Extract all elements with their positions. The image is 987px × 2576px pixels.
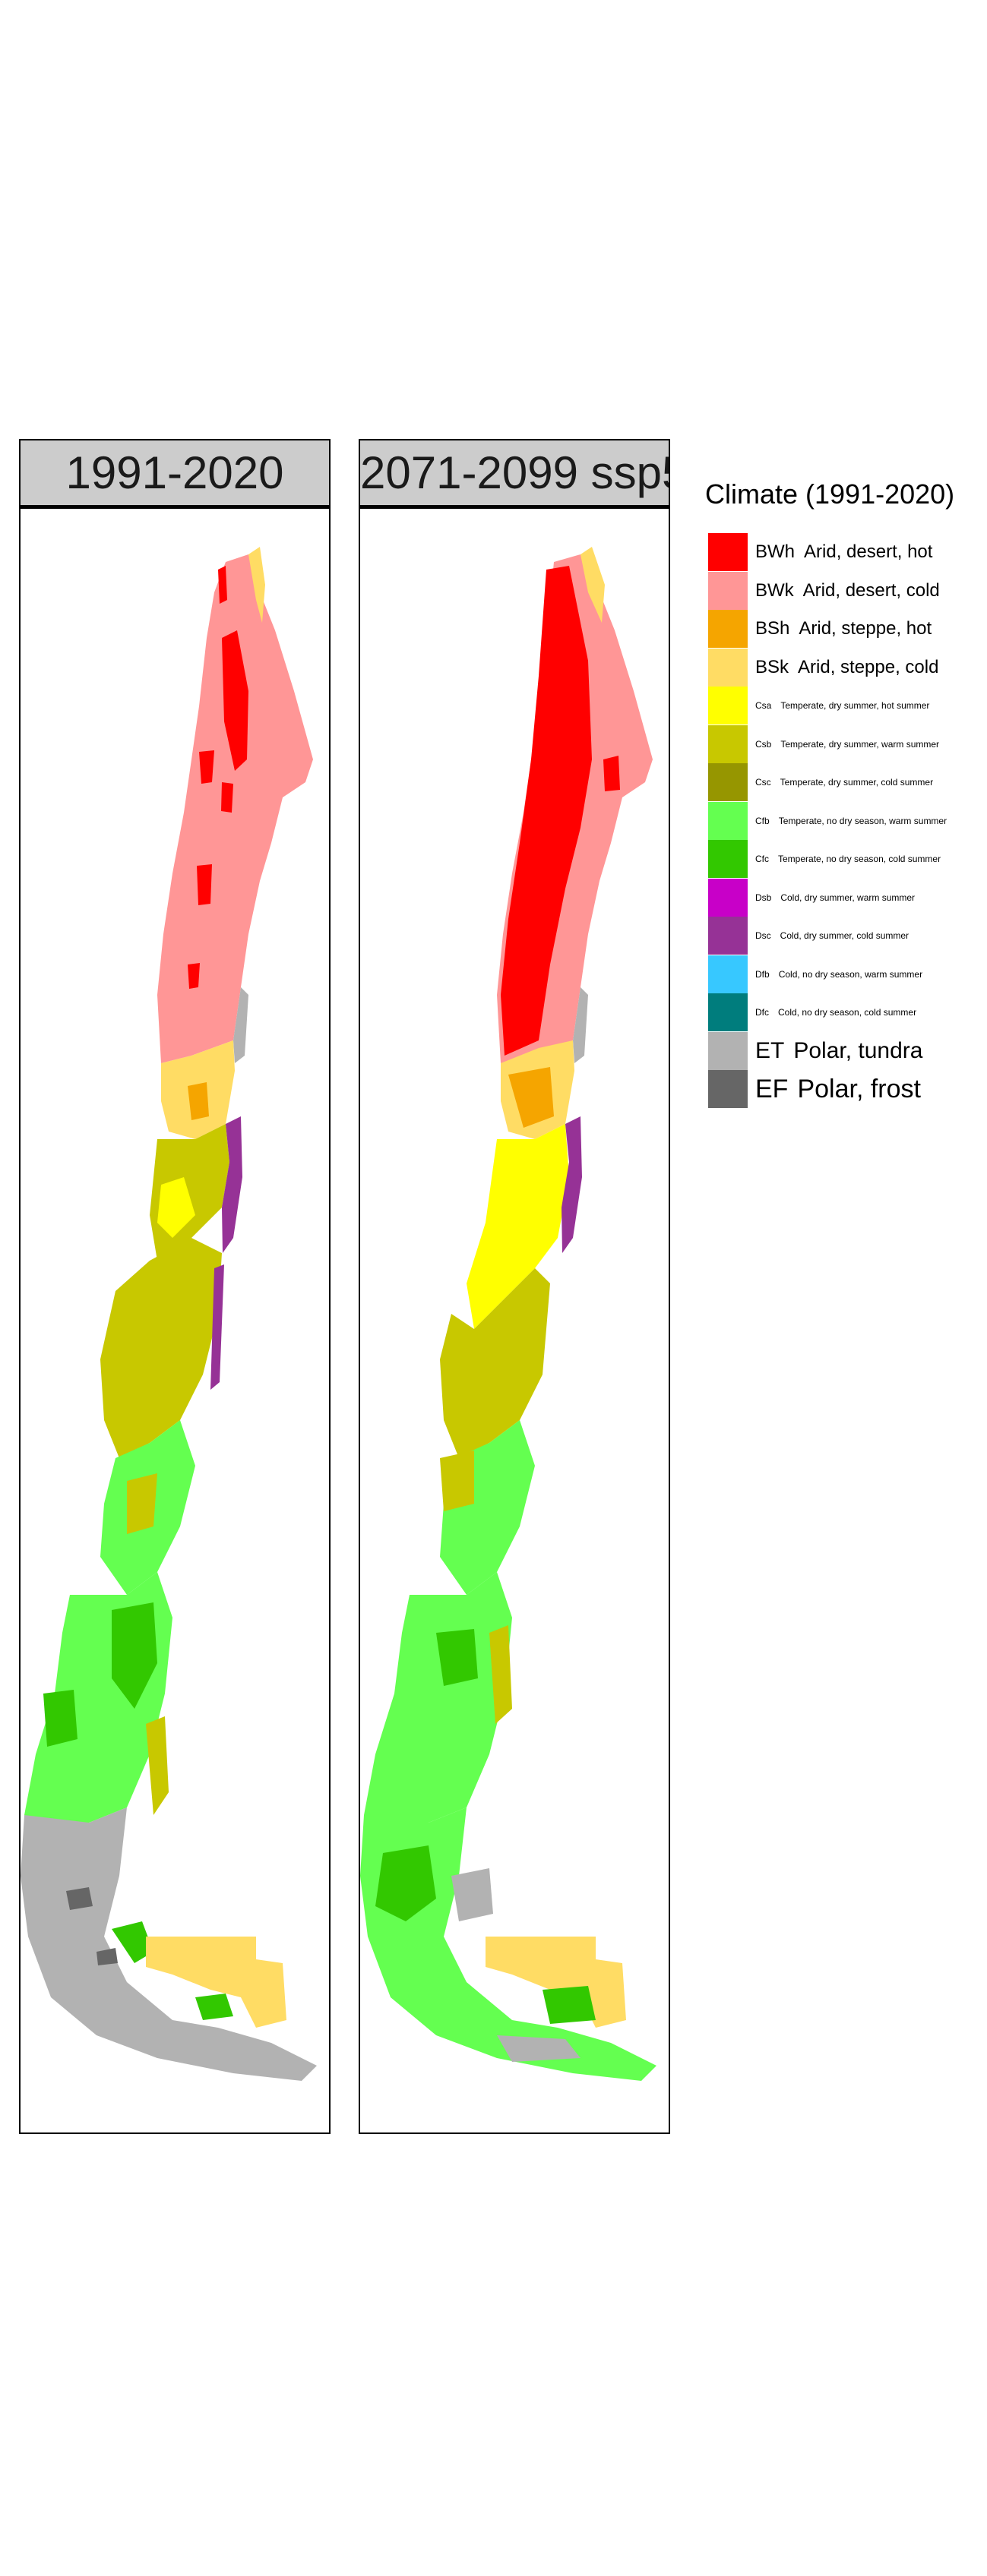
legend-code: BSk [755, 656, 789, 677]
legend-swatch [708, 917, 748, 955]
legend-label: Temperate, dry summer, cold summer [780, 777, 934, 788]
legend: Climate (1991-2020) BWh Arid, desert, hot… [705, 478, 979, 1108]
legend-label: Arid, steppe, hot [799, 618, 932, 639]
legend-swatch [708, 801, 748, 840]
legend-swatch [708, 724, 748, 763]
legend-label: Polar, tundra [793, 1037, 923, 1063]
legend-code: Dfc [755, 1007, 769, 1018]
legend-swatch [708, 610, 748, 648]
legend-swatch [708, 533, 748, 571]
legend-label: Temperate, no dry season, cold summer [778, 854, 941, 864]
legend-label: Temperate, dry summer, warm summer [780, 738, 940, 750]
legend-code: BWk [755, 579, 794, 601]
legend-item-bsh: BSh Arid, steppe, hot [708, 610, 932, 648]
legend-code: Cfb [755, 815, 770, 826]
legend-code: EF [755, 1074, 789, 1103]
panel-title: 1991-2020 [65, 447, 284, 498]
map-frame [19, 507, 331, 2134]
legend-item-bsk: BSk Arid, steppe, cold [708, 648, 939, 687]
legend-label: Cold, no dry season, cold summer [778, 1007, 917, 1018]
legend-item-dsc: Dsc Cold, dry summer, cold summer [708, 917, 909, 955]
legend-code: Csa [755, 700, 772, 711]
legend-item-csb: Csb Temperate, dry summer, warm summer [708, 724, 940, 763]
legend-label: Cold, dry summer, warm summer [780, 892, 916, 903]
legend-label: Cold, no dry season, warm summer [778, 968, 923, 980]
legend-swatch [708, 993, 748, 1031]
legend-item-ef: EF Polar, frost [708, 1070, 921, 1108]
legend-item-cfc: Cfc Temperate, no dry season, cold summer [708, 840, 941, 878]
legend-item-bwk: BWk Arid, desert, cold [708, 571, 940, 610]
legend-code: Csc [755, 777, 771, 788]
legend-code: Cfc [755, 854, 769, 864]
legend-label: Temperate, dry summer, hot summer [780, 700, 930, 711]
legend-swatch [708, 571, 748, 610]
legend-swatch [708, 763, 748, 801]
legend-item-cfb: Cfb Temperate, no dry season, warm summer [708, 801, 947, 840]
legend-item-dsb: Dsb Cold, dry summer, warm summer [708, 878, 916, 917]
panel-title-strip: 2071-2099 ssp585 [359, 439, 670, 507]
legend-swatch [708, 840, 748, 878]
legend-swatch [708, 955, 748, 993]
legend-item-bwh: BWh Arid, desert, hot [708, 533, 932, 571]
legend-label: Arid, desert, hot [804, 541, 933, 562]
climate-map-2071-2099 [360, 547, 656, 2081]
legend-item-csa: Csa Temperate, dry summer, hot summer [708, 687, 929, 724]
legend-label: Temperate, no dry season, warm summer [778, 815, 947, 826]
legend-swatch [708, 878, 748, 917]
legend-swatch [708, 1070, 748, 1108]
legend-item-dfb: Dfb Cold, no dry season, warm summer [708, 955, 922, 993]
climate-map-1991-2020 [21, 547, 317, 2081]
legend-code: Dsc [755, 930, 771, 941]
legend-label: Cold, dry summer, cold summer [780, 930, 909, 941]
legend-swatch [708, 648, 748, 687]
legend-item-dfc: Dfc Cold, no dry season, cold summer [708, 993, 916, 1031]
legend-label: Arid, steppe, cold [798, 656, 939, 677]
legend-code: BSh [755, 618, 790, 639]
legend-label: Polar, frost [797, 1074, 921, 1103]
panel-title-strip: 1991-2020 [19, 439, 331, 507]
legend-code: Dfb [755, 968, 770, 980]
legend-swatch [708, 1031, 748, 1070]
legend-code: Csb [755, 738, 772, 750]
legend-title: Climate (1991-2020) [705, 478, 955, 510]
legend-code: ET [755, 1037, 785, 1063]
map-frame [359, 507, 670, 2134]
legend-swatch [708, 687, 748, 724]
legend-label: Arid, desert, cold [802, 579, 940, 601]
legend-item-et: ET Polar, tundra [708, 1031, 923, 1070]
legend-code: Dsb [755, 892, 772, 903]
panel-title: 2071-2099 ssp585 [360, 447, 669, 498]
legend-code: BWh [755, 541, 796, 562]
legend-item-csc: Csc Temperate, dry summer, cold summer [708, 763, 933, 801]
